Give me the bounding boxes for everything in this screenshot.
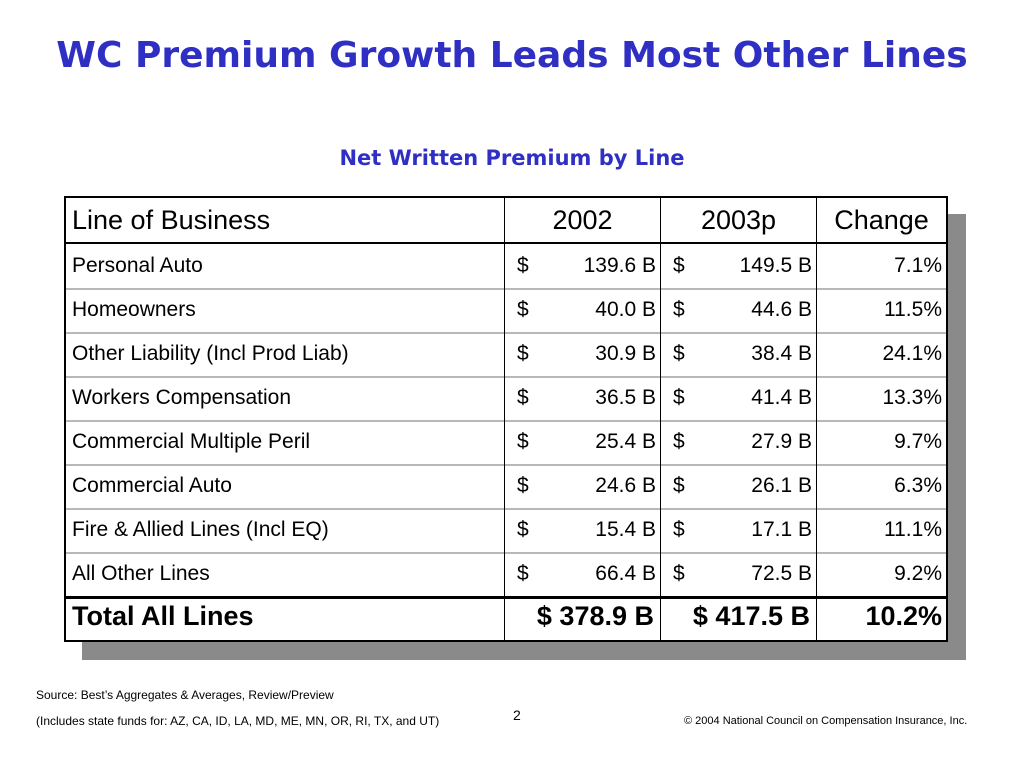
row-line: Workers Compensation [72, 386, 292, 409]
state-funds-note: (Includes state funds for: AZ, CA, ID, L… [36, 714, 440, 728]
row-line: All Other Lines [72, 562, 210, 585]
row-2002: $30.9 B [504, 332, 660, 376]
row-2002: $25.4 B [504, 420, 660, 464]
value-2002: 40.0 B [595, 298, 656, 321]
row-2002: $15.4 B [504, 508, 660, 552]
value-2003p: 27.9 B [751, 430, 812, 453]
row-2003p: $26.1 B [660, 464, 816, 508]
currency-symbol: $ [673, 474, 685, 497]
value-2002: 15.4 B [595, 518, 656, 541]
currency-symbol: $ [517, 562, 529, 585]
row-line: Personal Auto [72, 254, 203, 277]
currency-symbol: $ [517, 298, 529, 321]
row-line: Commercial Auto [72, 474, 232, 497]
copyright: © 2004 National Council on Compensation … [684, 715, 968, 727]
value-2003p: 72.5 B [751, 562, 812, 585]
row-line: Fire & Allied Lines (Incl EQ) [72, 518, 329, 541]
row-change: 24.1% [816, 332, 946, 376]
currency-symbol: $ [673, 298, 685, 321]
row-2003p: $149.5 B [660, 244, 816, 288]
row-change: 7.1% [816, 244, 946, 288]
row-line: Homeowners [72, 298, 196, 321]
row-change: 9.7% [816, 420, 946, 464]
source-note: Source: Best’s Aggregates & Averages, Re… [36, 688, 334, 702]
currency-symbol: $ [517, 518, 529, 541]
header-2003p: 2003p [660, 198, 816, 242]
row-line: Commercial Multiple Peril [72, 430, 311, 453]
table-row: Fire & Allied Lines (Incl EQ) $15.4 B $1… [66, 508, 946, 554]
table-row: Workers Compensation $36.5 B $41.4 B 13.… [66, 376, 946, 422]
currency-symbol: $ [673, 430, 685, 453]
row-change: 6.3% [816, 464, 946, 508]
total-line: Total All Lines [72, 601, 254, 631]
value-2002: 25.4 B [595, 430, 656, 453]
value-2002: 30.9 B [595, 342, 656, 365]
total-2002: $ 378.9 B [504, 593, 660, 640]
row-change: 11.1% [816, 508, 946, 552]
currency-symbol: $ [673, 562, 685, 585]
table-row: All Other Lines $66.4 B $72.5 B 9.2% [66, 552, 946, 599]
premium-table: Line of Business 2002 2003p Change Perso… [64, 196, 948, 642]
currency-symbol: $ [673, 342, 685, 365]
currency-symbol: $ [517, 430, 529, 453]
row-change: 11.5% [816, 288, 946, 332]
row-line: Other Liability (Incl Prod Liab) [72, 342, 349, 365]
row-2002: $36.5 B [504, 376, 660, 420]
table-row: Other Liability (Incl Prod Liab) $30.9 B… [66, 332, 946, 378]
row-2002: $66.4 B [504, 552, 660, 596]
row-2003p: $27.9 B [660, 420, 816, 464]
value-2003p: 38.4 B [751, 342, 812, 365]
page-number: 2 [513, 707, 521, 723]
table-header-row: Line of Business 2002 2003p Change [66, 198, 946, 244]
row-2002: $40.0 B [504, 288, 660, 332]
header-change: Change [816, 198, 946, 242]
row-2002: $139.6 B [504, 244, 660, 288]
table-total-row: Total All Lines $ 378.9 B $ 417.5 B 10.2… [66, 593, 946, 640]
table-row: Personal Auto $139.6 B $149.5 B 7.1% [66, 244, 946, 290]
row-2003p: $41.4 B [660, 376, 816, 420]
row-2003p: $72.5 B [660, 552, 816, 596]
value-2002: 36.5 B [595, 386, 656, 409]
table-row: Commercial Multiple Peril $25.4 B $27.9 … [66, 420, 946, 466]
slide-subtitle: Net Written Premium by Line [339, 146, 685, 170]
currency-symbol: $ [517, 254, 529, 277]
value-2002: 24.6 B [595, 474, 656, 497]
row-2002: $24.6 B [504, 464, 660, 508]
table-row: Commercial Auto $24.6 B $26.1 B 6.3% [66, 464, 946, 510]
header-2002: 2002 [504, 198, 660, 242]
header-line-of-business: Line of Business [72, 205, 271, 235]
currency-symbol: $ [517, 342, 529, 365]
value-2003p: 17.1 B [751, 518, 812, 541]
row-change: 9.2% [816, 552, 946, 596]
currency-symbol: $ [673, 518, 685, 541]
value-2003p: 26.1 B [751, 474, 812, 497]
row-2003p: $17.1 B [660, 508, 816, 552]
currency-symbol: $ [517, 386, 529, 409]
value-2003p: 44.6 B [751, 298, 812, 321]
value-2003p: 149.5 B [739, 254, 812, 277]
total-change: 10.2% [816, 593, 946, 640]
value-2002: 66.4 B [595, 562, 656, 585]
total-2003p: $ 417.5 B [660, 593, 816, 640]
row-change: 13.3% [816, 376, 946, 420]
row-2003p: $44.6 B [660, 288, 816, 332]
currency-symbol: $ [673, 386, 685, 409]
row-2003p: $38.4 B [660, 332, 816, 376]
value-2002: 139.6 B [583, 254, 656, 277]
currency-symbol: $ [517, 474, 529, 497]
currency-symbol: $ [673, 254, 685, 277]
value-2003p: 41.4 B [751, 386, 812, 409]
table-row: Homeowners $40.0 B $44.6 B 11.5% [66, 288, 946, 334]
slide-title: WC Premium Growth Leads Most Other Lines [56, 35, 968, 76]
